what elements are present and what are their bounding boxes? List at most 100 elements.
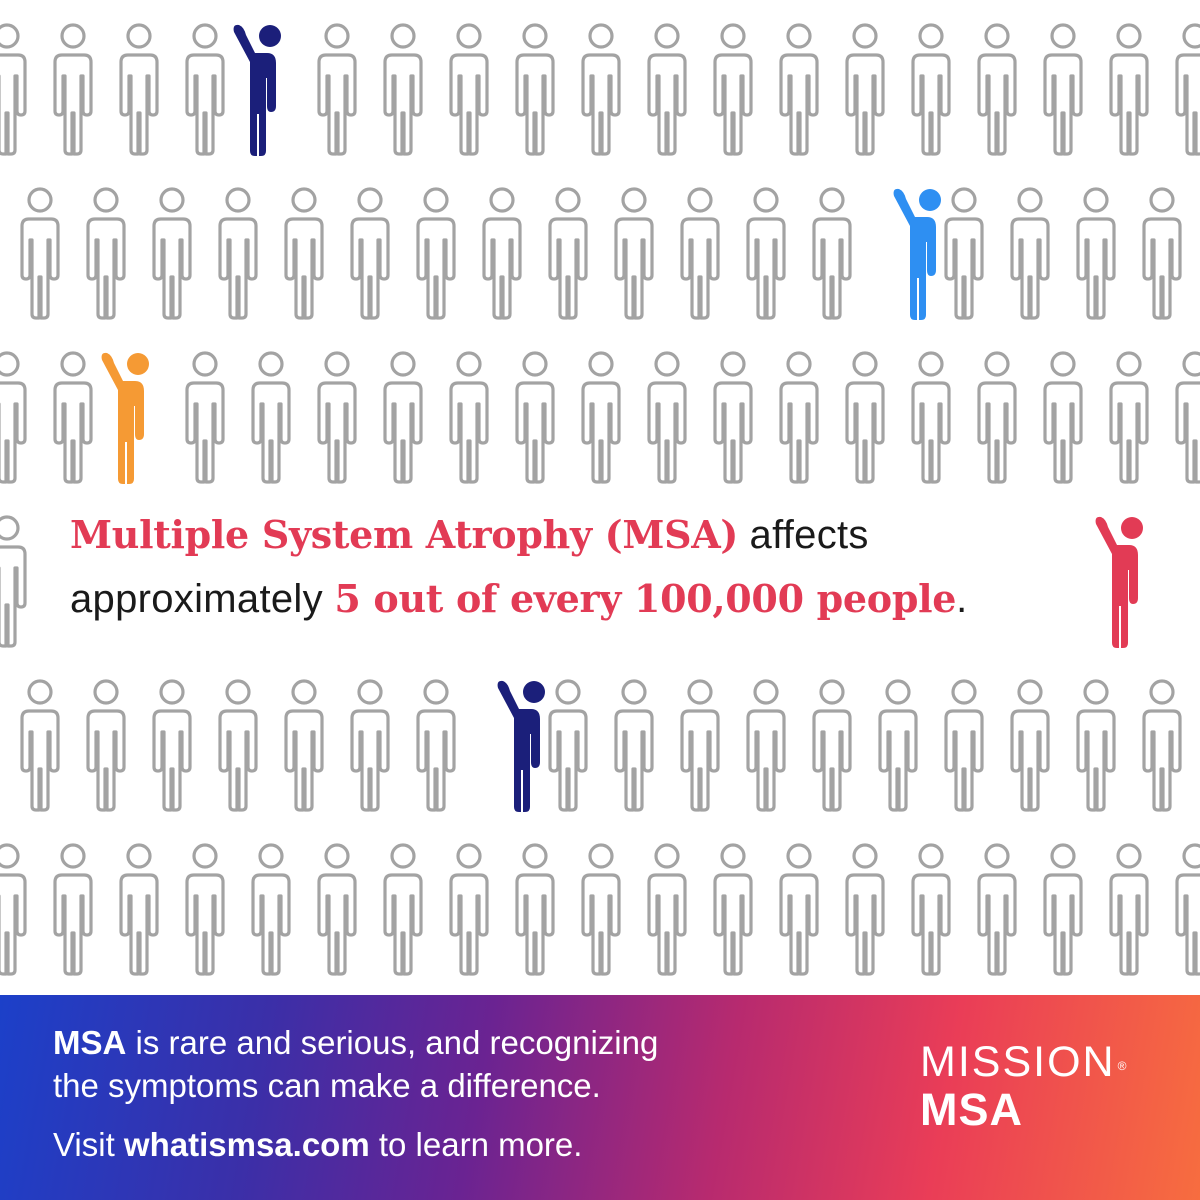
person-outline-icon [1167, 18, 1200, 158]
person-outline-icon [936, 182, 992, 322]
person-outline-icon [1101, 838, 1157, 978]
waving-person-icon [230, 18, 286, 158]
person-outline-icon [0, 346, 35, 486]
person-outline-icon [408, 182, 464, 322]
registered-mark: ® [1117, 1059, 1127, 1073]
brand-msa: MSA [920, 1084, 1023, 1135]
person-outline-icon [573, 838, 629, 978]
person-outline-icon [309, 346, 365, 486]
person-outline-icon [342, 674, 398, 814]
person-outline-icon [639, 838, 695, 978]
headline-condition: Multiple System Atrophy (MSA) [70, 512, 739, 557]
person-outline-icon [342, 182, 398, 322]
person-outline-icon [276, 674, 332, 814]
waving-person-icon [1092, 510, 1148, 650]
person-outline-icon [1101, 18, 1157, 158]
waving-person-icon [494, 674, 550, 814]
person-outline-icon [1002, 674, 1058, 814]
person-outline-icon [441, 838, 497, 978]
person-outline-icon [441, 18, 497, 158]
person-outline-icon [837, 346, 893, 486]
person-outline-icon [78, 182, 134, 322]
person-outline-icon [144, 674, 200, 814]
person-outline-icon [1167, 838, 1200, 978]
person-outline-icon [45, 18, 101, 158]
person-outline-icon [111, 18, 167, 158]
person-outline-icon [210, 182, 266, 322]
person-outline-icon [540, 182, 596, 322]
person-outline-icon [45, 838, 101, 978]
person-outline-icon [507, 838, 563, 978]
person-outline-icon [0, 510, 35, 650]
person-outline-icon [573, 346, 629, 486]
person-outline-icon [705, 346, 761, 486]
person-outline-icon [639, 346, 695, 486]
footer-banner: MSA is rare and serious, and recognizing… [0, 995, 1200, 1200]
headline-period: . [956, 577, 968, 621]
person-outline-icon [375, 346, 431, 486]
person-outline-icon [804, 674, 860, 814]
headline-statistic: 5 out of every 100,000 people [334, 576, 957, 621]
person-outline-icon [309, 838, 365, 978]
person-outline-icon [1035, 18, 1091, 158]
waving-person-icon [98, 346, 154, 486]
banner-text: MSA is rare and serious, and recognizing… [53, 1021, 873, 1166]
website-link[interactable]: whatismsa.com [123, 1126, 370, 1163]
person-outline-icon [804, 182, 860, 322]
person-outline-icon [969, 346, 1025, 486]
person-outline-icon [1002, 182, 1058, 322]
person-outline-icon [738, 182, 794, 322]
person-outline-icon [177, 346, 233, 486]
person-outline-icon [0, 18, 35, 158]
banner-visit: Visit whatismsa.com to learn more. [53, 1123, 873, 1166]
person-outline-icon [837, 18, 893, 158]
person-outline-icon [78, 674, 134, 814]
person-outline-icon [177, 18, 233, 158]
person-outline-icon [903, 346, 959, 486]
person-outline-icon [507, 346, 563, 486]
person-outline-icon [408, 674, 464, 814]
person-outline-icon [540, 674, 596, 814]
headline-line-1: Multiple System Atrophy (MSA) affects [70, 515, 1110, 555]
person-outline-icon [0, 838, 35, 978]
headline-affects: affects [738, 513, 869, 557]
person-outline-icon [12, 182, 68, 322]
person-outline-icon [12, 674, 68, 814]
person-outline-icon [441, 346, 497, 486]
person-outline-icon [45, 346, 101, 486]
person-outline-icon [672, 674, 728, 814]
person-outline-icon [243, 346, 299, 486]
person-outline-icon [144, 182, 200, 322]
person-outline-icon [1068, 182, 1124, 322]
person-outline-icon [903, 18, 959, 158]
person-outline-icon [474, 182, 530, 322]
person-outline-icon [1167, 346, 1200, 486]
person-outline-icon [1134, 674, 1190, 814]
person-outline-icon [771, 346, 827, 486]
person-outline-icon [936, 674, 992, 814]
person-outline-icon [243, 838, 299, 978]
person-outline-icon [1068, 674, 1124, 814]
person-outline-icon [177, 838, 233, 978]
person-outline-icon [870, 674, 926, 814]
person-outline-icon [375, 18, 431, 158]
person-outline-icon [309, 18, 365, 158]
headline-line-2: approximately 5 out of every 100,000 peo… [70, 579, 1110, 619]
brand-line-1: MISSION ® [920, 1039, 1126, 1085]
person-outline-icon [969, 18, 1025, 158]
person-outline-icon [210, 674, 266, 814]
brand-mission: MISSION [920, 1038, 1116, 1086]
person-outline-icon [672, 182, 728, 322]
person-outline-icon [573, 18, 629, 158]
person-outline-icon [276, 182, 332, 322]
visit-prefix: Visit [53, 1126, 124, 1163]
person-outline-icon [507, 18, 563, 158]
banner-line-2: the symptoms can make a difference. [53, 1067, 601, 1104]
person-outline-icon [1035, 346, 1091, 486]
person-outline-icon [1134, 182, 1190, 322]
person-outline-icon [1101, 346, 1157, 486]
banner-msa: MSA [53, 1024, 127, 1061]
headline: Multiple System Atrophy (MSA) affects ap… [70, 515, 1110, 619]
banner-line-1-rest: is rare and serious, and recognizing [126, 1024, 659, 1061]
